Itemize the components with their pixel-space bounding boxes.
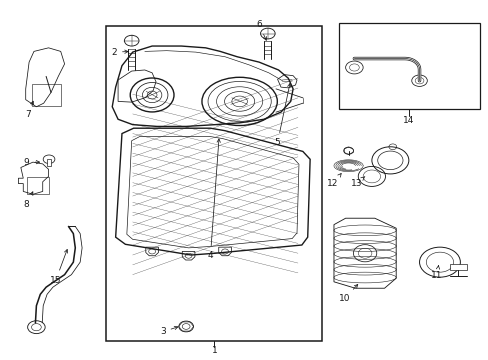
Text: 10: 10 — [338, 284, 357, 303]
Bar — [449, 264, 466, 270]
Text: 6: 6 — [256, 20, 266, 40]
Text: 11: 11 — [430, 266, 442, 280]
Bar — [27, 177, 48, 194]
Text: 15: 15 — [50, 249, 67, 284]
Bar — [106, 26, 322, 341]
Text: 12: 12 — [326, 174, 341, 188]
Text: 1: 1 — [211, 346, 217, 355]
Text: 3: 3 — [160, 326, 178, 336]
Bar — [31, 84, 61, 106]
Circle shape — [124, 35, 139, 46]
Circle shape — [179, 321, 193, 332]
Text: 5: 5 — [274, 84, 290, 147]
Text: 7: 7 — [25, 101, 34, 120]
Bar — [339, 23, 479, 109]
Text: 13: 13 — [350, 177, 364, 188]
Text: 9: 9 — [24, 158, 40, 167]
Circle shape — [411, 75, 427, 86]
Text: 2: 2 — [111, 48, 128, 57]
Bar — [46, 159, 51, 166]
Circle shape — [28, 321, 45, 334]
Circle shape — [260, 28, 275, 39]
Text: 14: 14 — [402, 116, 414, 125]
Text: 4: 4 — [207, 139, 220, 260]
Text: 8: 8 — [24, 192, 33, 209]
Circle shape — [345, 61, 363, 74]
